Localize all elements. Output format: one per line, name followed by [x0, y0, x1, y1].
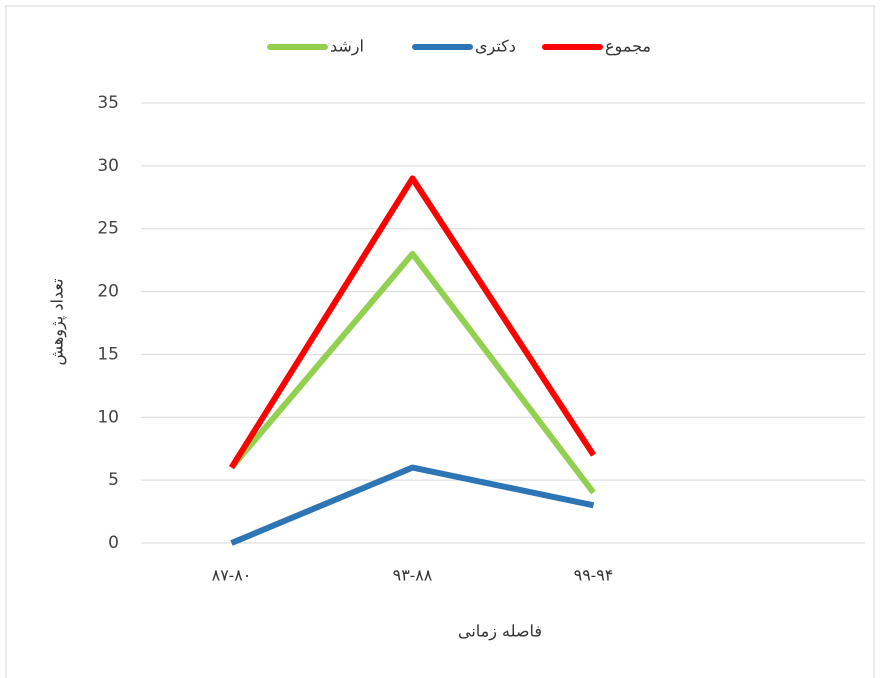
legend-label: ارشد — [330, 37, 364, 56]
x-tick-label: ۸۷-۸۰ — [212, 566, 252, 585]
y-tick-label: 15 — [97, 344, 119, 364]
y-tick-label: 30 — [97, 156, 119, 176]
y-tick-label: 0 — [108, 533, 119, 553]
y-tick-label: 5 — [108, 470, 119, 490]
y-tick-label: 20 — [97, 282, 119, 302]
y-axis-label: تعداد پژوهش — [48, 278, 67, 365]
y-tick-label: 35 — [97, 93, 119, 113]
x-axis-label: فاصله زمانی — [458, 622, 542, 641]
chart-frame — [6, 6, 874, 678]
chart: فاصله زمانی تعداد پژوهش 0 5 10 15 20 25 30 35 ۸۷… — [0, 0, 880, 678]
legend-label: دکتری — [475, 37, 516, 56]
y-tick-label: 10 — [97, 407, 119, 427]
y-tick-label: 25 — [97, 219, 119, 239]
x-tick-label: ۹۹-۹۴ — [574, 566, 614, 585]
legend-label: مجموع — [605, 37, 651, 56]
x-tick-label: ۹۳-۸۸ — [393, 566, 433, 585]
